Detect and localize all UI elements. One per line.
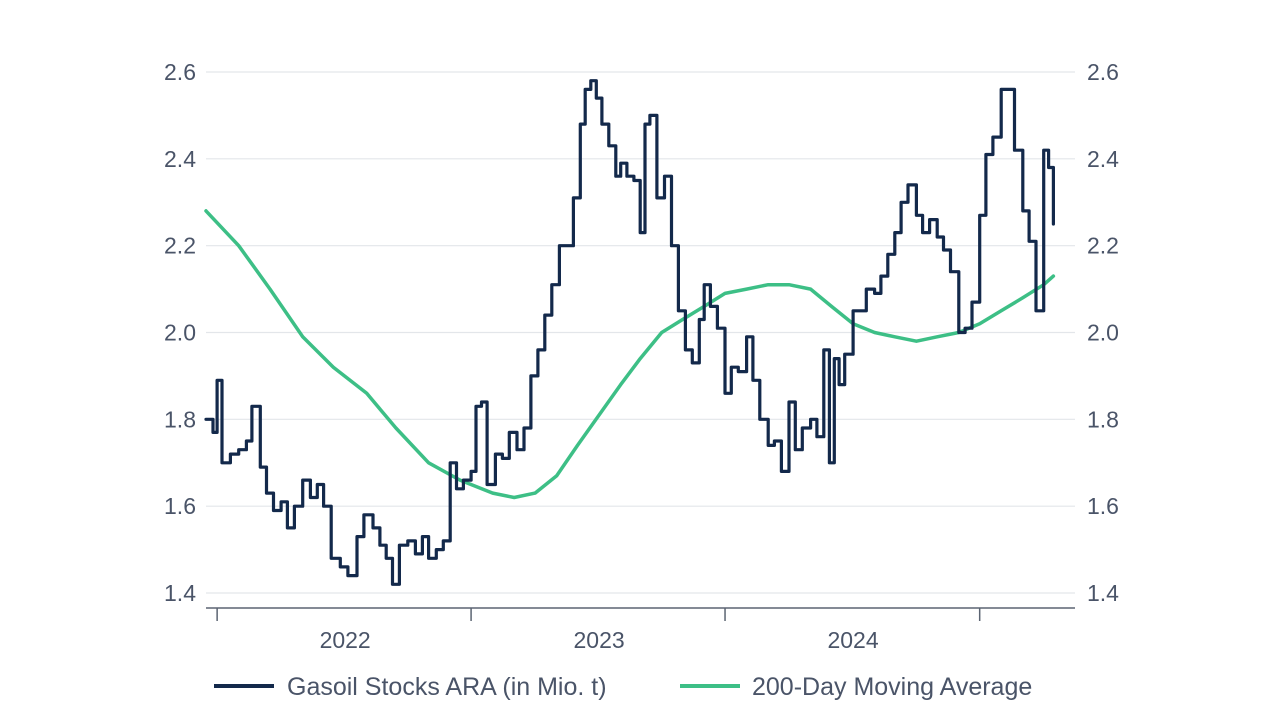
- legend-label-gasoil: Gasoil Stocks ARA (in Mio. t): [287, 673, 607, 701]
- y-tick-left-2.0: 2.0: [164, 320, 196, 346]
- y-tick-left-2.2: 2.2: [164, 233, 196, 259]
- y-tick-right-2.4: 2.4: [1087, 146, 1119, 172]
- x-axis: 2022 2023 2024: [206, 607, 1075, 653]
- y-tick-left-1.6: 1.6: [164, 493, 196, 519]
- legend-label-moving-average: 200-Day Moving Average: [752, 673, 1032, 701]
- x-tick-2022: 2022: [320, 627, 371, 653]
- x-tick-2023: 2023: [574, 627, 625, 653]
- x-tick-2024: 2024: [827, 627, 878, 653]
- y-tick-right-1.6: 1.6: [1087, 493, 1119, 519]
- y-tick-left-2.6: 2.6: [164, 59, 196, 85]
- y-axis-left: 1.4 1.6 1.8 2.0 2.2 2.4 2.6: [164, 59, 196, 606]
- y-tick-right-2.6: 2.6: [1087, 59, 1119, 85]
- y-tick-right-2.0: 2.0: [1087, 320, 1119, 346]
- y-tick-right-2.2: 2.2: [1087, 233, 1119, 259]
- y-tick-left-1.8: 1.8: [164, 406, 196, 432]
- y-tick-right-1.8: 1.8: [1087, 406, 1119, 432]
- grid: [206, 71, 1075, 594]
- y-tick-left-2.4: 2.4: [164, 146, 196, 172]
- y-axis-right: 1.4 1.6 1.8 2.0 2.2 2.4 2.6: [1087, 59, 1119, 606]
- series-layer: [204, 79, 1056, 586]
- series-line-moving-average: [204, 209, 1056, 500]
- legend: Gasoil Stocks ARA (in Mio. t) 200-Day Mo…: [214, 673, 1032, 701]
- y-tick-left-1.4: 1.4: [164, 580, 196, 606]
- series-line-gasoil-stocks: [204, 79, 1055, 586]
- y-tick-right-1.4: 1.4: [1087, 580, 1119, 606]
